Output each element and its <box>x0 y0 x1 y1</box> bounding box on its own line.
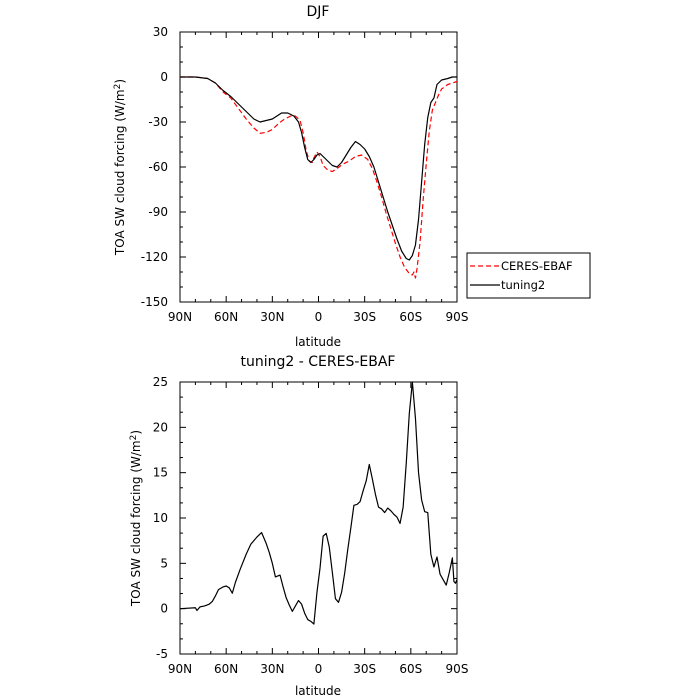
djf-y-tick-label: -150 <box>141 295 168 309</box>
djf-series-layer <box>180 76 458 279</box>
difference-panel: tuning2 - CERES-EBAF 90N 60N 30N 0 30S 60S 90S… <box>129 335 468 698</box>
difference-x-axis-label: latitude <box>295 684 341 698</box>
djf-legend: CERES-EBAF tuning2 <box>466 252 591 299</box>
difference-series-layer <box>179 381 458 625</box>
djf-axis-ticks: 90N 60N 30N 0 30S 60S 90S -150 -120 -90 -60 -30 0 30 <box>141 25 469 324</box>
difference-y-axis-label: TOA SW cloud forcing (W/m2) <box>129 430 143 607</box>
djf-y-tick-label: 0 <box>160 70 168 84</box>
difference-x-tick-label: 60N <box>214 662 238 676</box>
djf-x-tick-label: 60S <box>399 310 422 324</box>
difference-axis-ticks: 90N 60N 30N 0 30S 60S 90S -5 0 5 10 15 20 25 <box>153 375 469 676</box>
difference-x-tick-label: 30S <box>353 662 376 676</box>
djf-x-tick-label: 60N <box>214 310 238 324</box>
difference-y-tick-label: 5 <box>160 556 168 570</box>
djf-y-tick-label: -30 <box>148 115 168 129</box>
difference-title: tuning2 - CERES-EBAF <box>241 354 396 370</box>
difference-y-tick-label: 25 <box>153 375 168 389</box>
difference-y-tick-label: 20 <box>153 420 168 434</box>
djf-y-tick-label: 30 <box>153 25 168 39</box>
difference-y-tick-label: 15 <box>153 466 168 480</box>
djf-x-axis-label: latitude <box>295 335 341 349</box>
djf-x-tick-label: 30S <box>353 310 376 324</box>
djf-ceres-ebaf-series-line <box>180 76 458 279</box>
difference-y-tick-label: 0 <box>160 602 168 616</box>
djf-y-axis-label: TOA SW cloud forcing (W/m2) <box>113 79 127 256</box>
difference-x-tick-label: 0 <box>315 662 323 676</box>
difference-y-tick-label: 10 <box>153 511 168 525</box>
djf-panel: DJF 90N 60N 30N 0 30S 60S 90S -150 -120 -90 -60 -30… <box>113 4 591 324</box>
djf-y-tick-label: -60 <box>148 160 168 174</box>
difference-x-tick-label: 90N <box>168 662 192 676</box>
djf-tuning2-series-line <box>180 76 457 261</box>
djf-x-tick-label: 90S <box>446 310 469 324</box>
legend-box <box>466 252 591 299</box>
djf-y-tick-label: -120 <box>141 250 168 264</box>
djf-x-tick-label: 0 <box>315 310 323 324</box>
difference-y-tick-label: -5 <box>156 647 168 661</box>
djf-title: DJF <box>307 4 330 20</box>
difference-x-tick-label: 90S <box>446 662 469 676</box>
difference-x-tick-label: 30N <box>260 662 284 676</box>
difference-x-tick-label: 60S <box>399 662 422 676</box>
djf-y-tick-label: -90 <box>148 205 168 219</box>
djf-x-tick-label: 90N <box>168 310 192 324</box>
djf-x-tick-label: 30N <box>260 310 284 324</box>
legend-ceres-ebaf-label: CERES-EBAF <box>501 259 573 273</box>
legend-tuning2-label: tuning2 <box>501 278 545 292</box>
difference-difference-series-line <box>179 381 458 625</box>
